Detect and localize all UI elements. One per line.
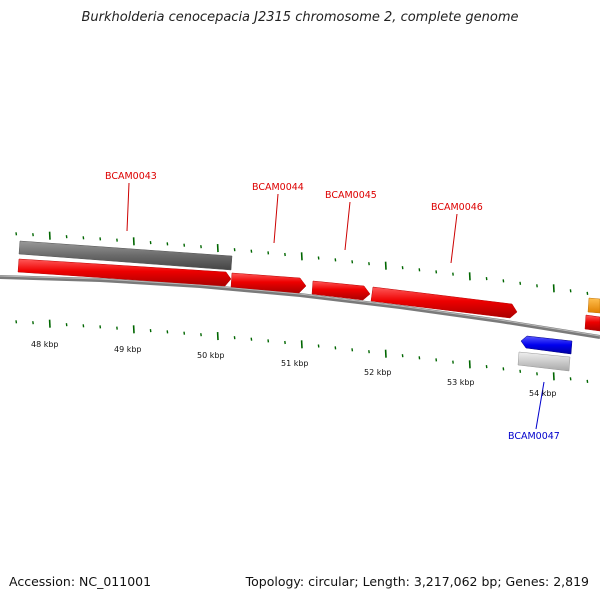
lower-tick-row [15, 319, 589, 383]
reverse-feature-bar[interactable] [517, 351, 571, 372]
scale-label-48kbp: 48 kbp [31, 340, 59, 349]
gene-arrow-bcam0045[interactable] [311, 280, 371, 301]
gene-label-bcam0047[interactable]: BCAM0047 [508, 431, 560, 442]
chromosome-backbone [0, 275, 600, 339]
gene-label-bcam0044[interactable]: BCAM0044 [252, 182, 304, 193]
label-line-bcam0046 [450, 213, 458, 264]
gene-arrow-partial-right[interactable] [584, 314, 600, 332]
scale-label-50kbp: 50 kbp [197, 351, 225, 360]
gene-label-bcam0045[interactable]: BCAM0045 [325, 190, 377, 201]
label-line-bcam0047 [535, 381, 545, 430]
genome-title: Burkholderia cenocepacia J2315 chromosom… [81, 10, 519, 25]
gene-arrow-bcam0047[interactable] [520, 335, 573, 355]
scale-label-53kbp: 53 kbp [447, 378, 475, 387]
scale-label-51kbp: 51 kbp [281, 359, 309, 368]
scale-label-49kbp: 49 kbp [114, 345, 142, 354]
accession-text: Accession: NC_011001 [9, 574, 152, 589]
upper-tick-row [15, 231, 589, 295]
label-line-bcam0044 [273, 193, 279, 244]
label-line-bcam0045 [344, 201, 351, 251]
chromosome-backbone-highlight [0, 275, 600, 337]
label-line-bcam0043 [126, 182, 130, 232]
partial-feature-orange[interactable] [587, 297, 600, 314]
forward-feature-bar[interactable] [18, 240, 233, 271]
gene-arrow-bcam0043[interactable] [17, 258, 232, 287]
topology-summary-text: Topology: circular; Length: 3,217,062 bp… [245, 574, 589, 589]
gene-label-bcam0046[interactable]: BCAM0046 [431, 202, 483, 213]
gene-label-bcam0043[interactable]: BCAM0043 [105, 171, 157, 182]
scale-label-52kbp: 52 kbp [364, 368, 392, 377]
gene-arrow-bcam0044[interactable] [230, 272, 307, 294]
gene-arrow-bcam0046[interactable] [370, 286, 518, 319]
scale-label-54kbp: 54 kbp [529, 389, 557, 398]
